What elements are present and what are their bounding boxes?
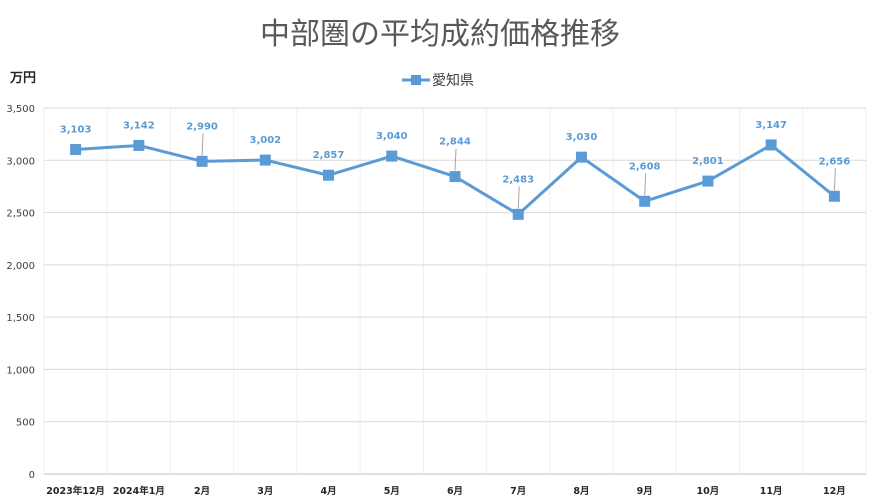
y-tick-label: 2,000: [6, 261, 35, 272]
data-label: 3,002: [249, 135, 281, 146]
y-tick-label: 500: [16, 418, 35, 429]
data-point[interactable]: [259, 154, 271, 166]
data-label: 3,030: [566, 132, 598, 143]
data-point[interactable]: [196, 155, 208, 167]
data-label: 3,147: [755, 120, 787, 131]
data-point[interactable]: [702, 175, 714, 187]
x-tick-label: 5月: [384, 486, 400, 497]
y-axis-unit-label: 万円: [9, 71, 36, 86]
data-label-leader: [517, 186, 520, 209]
x-axis: 2023年12月 2024年1月 2月 3月 4月 5月 6月 7月 8月 9月 10月 11月 12月: [44, 473, 866, 497]
x-tick-label: 9月: [637, 486, 653, 497]
y-tick-label: 0: [29, 470, 35, 481]
data-label: 3,040: [376, 131, 408, 142]
legend-label[interactable]: 愛知県: [432, 72, 474, 89]
data-point[interactable]: [575, 151, 587, 163]
data-label: 2,608: [629, 161, 661, 172]
x-tick-label: 3月: [257, 486, 273, 497]
x-tick-label: 2024年1月: [113, 485, 165, 497]
data-label: 2,801: [692, 156, 724, 167]
y-tick-label: 3,500: [6, 104, 35, 115]
data-label: 2,656: [819, 156, 851, 167]
data-label: 2,857: [313, 150, 345, 161]
x-tick-label: 2023年12月: [46, 485, 105, 497]
data-label: 2,990: [186, 121, 218, 132]
x-tick-label: 10月: [697, 486, 720, 497]
data-label: 2,483: [502, 174, 534, 185]
data-label-leader: [201, 133, 204, 156]
data-point[interactable]: [639, 195, 651, 207]
x-tick-label: 6月: [447, 486, 463, 497]
y-axis: 0 500 1,000 1,500 2,000 2,500 3,000 3,500: [6, 104, 35, 481]
chart-title: 中部圏の平均成約価格推移: [260, 17, 620, 52]
y-tick-label: 2,500: [6, 209, 35, 220]
x-tick-label: 8月: [573, 486, 589, 497]
data-point[interactable]: [133, 139, 145, 151]
data-label: 2,844: [439, 137, 471, 148]
data-label-leader: [833, 168, 836, 191]
data-label: 3,103: [60, 125, 92, 136]
y-tick-label: 1,000: [6, 365, 35, 376]
data-point[interactable]: [323, 169, 335, 181]
y-tick-label: 1,500: [6, 313, 35, 324]
data-label-leader: [454, 148, 457, 171]
y-tick-label: 3,000: [6, 156, 35, 167]
x-tick-label: 7月: [510, 486, 526, 497]
series-group: 3,103 3,142 2,990 3,002 2,857 3,040 2,844 2,483…: [60, 120, 850, 220]
data-point[interactable]: [449, 171, 461, 183]
x-tick-label: 12月: [823, 486, 846, 497]
x-tick-label: 4月: [320, 486, 336, 497]
data-label: 3,142: [123, 120, 155, 131]
legend[interactable]: 愛知県: [402, 72, 474, 89]
data-label-leader: [644, 173, 647, 196]
x-tick-label: 11月: [760, 486, 783, 497]
data-point[interactable]: [70, 144, 82, 156]
data-point[interactable]: [386, 150, 398, 162]
x-tick-label: 2月: [194, 486, 210, 497]
data-point[interactable]: [828, 190, 840, 202]
data-point[interactable]: [765, 139, 777, 151]
legend-marker: [411, 75, 421, 85]
data-point[interactable]: [512, 208, 524, 220]
